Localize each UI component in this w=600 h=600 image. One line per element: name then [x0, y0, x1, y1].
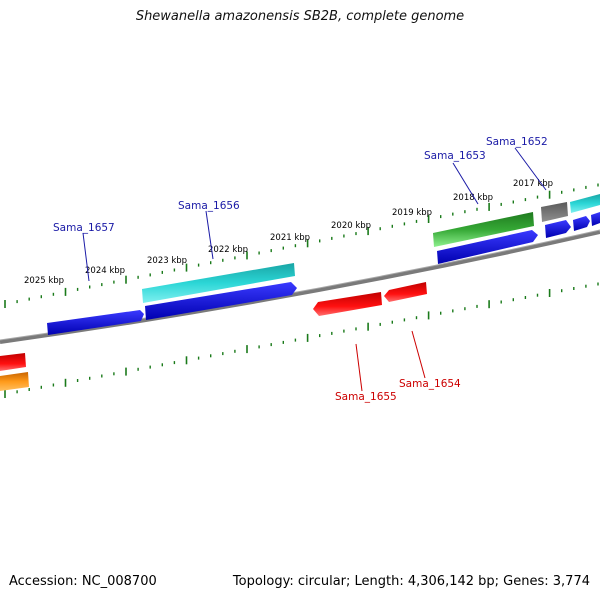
cds-forward-blue-5[interactable] [573, 216, 590, 231]
cds-reverse-red-3[interactable] [0, 353, 26, 371]
cds-forward-blue-6[interactable] [591, 212, 600, 226]
cds-forward-blue-2[interactable] [145, 282, 297, 320]
scale-label-2023: 2023 kbp [147, 256, 187, 266]
scale-label-2017: 2017 kbp [513, 179, 553, 189]
cds-forward-gray-1[interactable] [541, 202, 568, 222]
gene-label-sama-1656[interactable]: Sama_1656 [178, 200, 240, 212]
cds-forward-cyan-2[interactable] [570, 194, 600, 213]
gene-label-sama-1655[interactable]: Sama_1655 [335, 391, 397, 403]
scale-label-2022: 2022 kbp [208, 245, 248, 255]
cds-forward-blue-1[interactable] [47, 310, 144, 335]
cds-forward-blue-4[interactable] [545, 220, 571, 238]
cds-reverse-red-2[interactable] [384, 282, 427, 302]
gene-label-sama-1654[interactable]: Sama_1654 [399, 378, 461, 390]
scale-label-2025: 2025 kbp [24, 276, 64, 286]
cds-forward-cyan-1[interactable] [142, 263, 295, 303]
scale-label-2020: 2020 kbp [331, 221, 371, 231]
gene-labels: Sama_1657 Sama_1656 Sama_1653 Sama_1652 … [53, 136, 548, 403]
cds-reverse-orange-1[interactable] [0, 372, 29, 391]
genome-backbone [0, 230, 600, 344]
gene-label-leaders [82, 147, 547, 392]
scale-label-2021: 2021 kbp [270, 233, 310, 243]
cds-forward-blue-3[interactable] [437, 230, 538, 264]
scale-labels: 2025 kbp 2024 kbp 2023 kbp 2022 kbp 2021… [24, 179, 553, 286]
gene-label-sama-1652[interactable]: Sama_1652 [486, 136, 548, 148]
scale-ticks-outer [4, 183, 599, 308]
gene-label-sama-1657[interactable]: Sama_1657 [53, 222, 115, 234]
scale-label-2019: 2019 kbp [392, 208, 432, 218]
scale-ticks-inner [4, 282, 599, 398]
map-title: Shewanella amazonensis SB2B, complete ge… [135, 9, 465, 24]
accession-text: Accession: NC_008700 [9, 574, 157, 589]
scale-label-2018: 2018 kbp [453, 193, 493, 203]
cds-forward-green-1[interactable] [433, 212, 534, 247]
scale-label-2024: 2024 kbp [85, 266, 125, 276]
cds-reverse-red-1[interactable] [313, 292, 382, 316]
genome-summary-text: Topology: circular; Length: 4,306,142 bp… [232, 574, 590, 589]
gene-label-sama-1653[interactable]: Sama_1653 [424, 150, 486, 162]
